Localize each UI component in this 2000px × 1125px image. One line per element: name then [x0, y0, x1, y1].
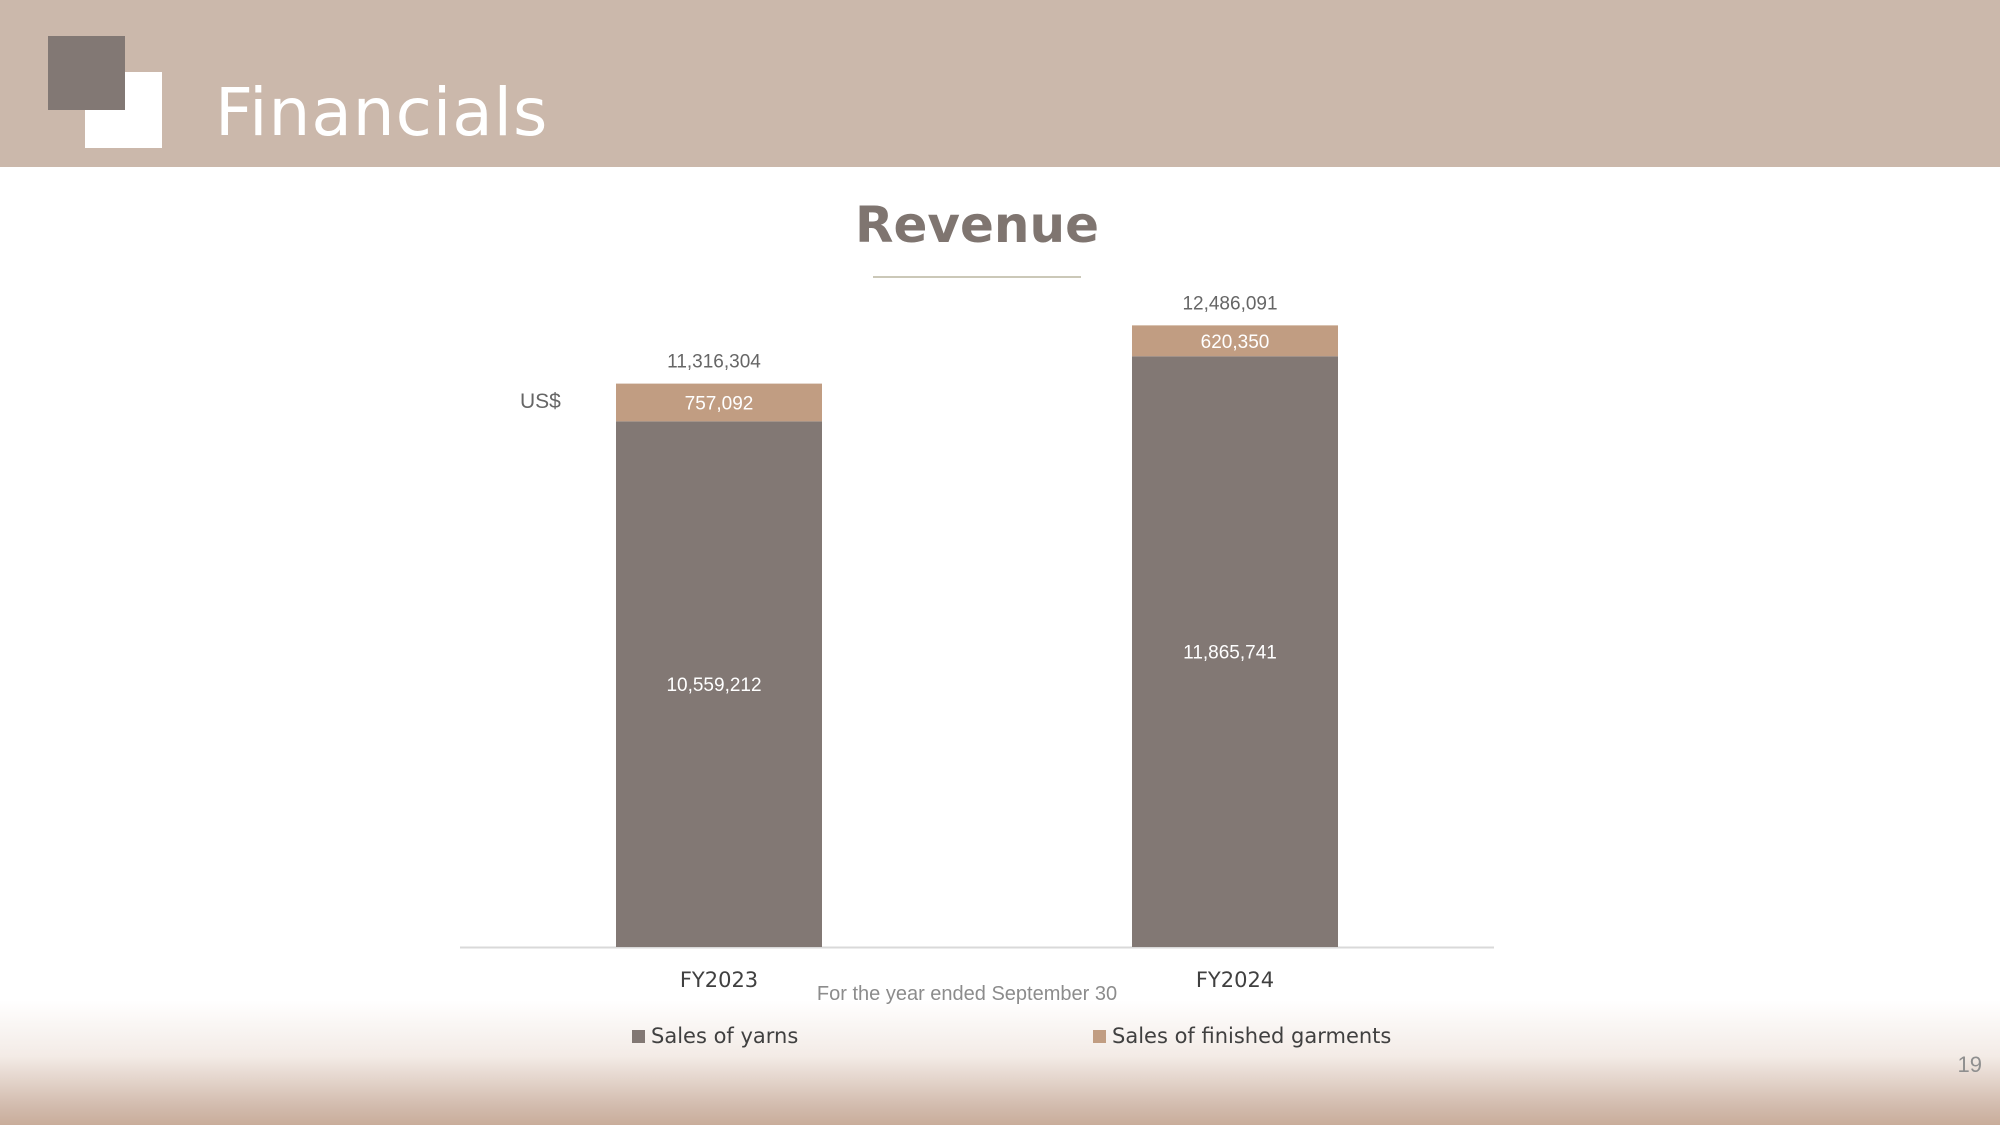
unit-label: US$ — [520, 390, 561, 413]
x-tick-label-fy2023: FY2023 — [680, 968, 758, 992]
bar-fy2023-series-0 — [616, 421, 822, 947]
total-label-fy2024: 12,486,091 — [1182, 293, 1277, 314]
x-tick-label-fy2024: FY2024 — [1196, 968, 1274, 992]
legend-swatch-1 — [1093, 1030, 1106, 1043]
bar-fy2023-series-1 — [616, 383, 822, 422]
data-label-fy2023-series-0: 10,559,212 — [666, 675, 761, 696]
legend: Sales of yarns Sales of finished garments — [632, 1024, 1391, 1048]
total-label-fy2023: 11,316,304 — [667, 352, 761, 373]
data-label-fy2024-series-1: 620,350 — [1201, 332, 1270, 353]
bar-fy2024-series-1 — [1132, 325, 1338, 357]
data-label-fy2024-series-0: 11,865,741 — [1183, 643, 1277, 664]
logo-square-gray — [48, 36, 125, 110]
legend-swatch-0 — [632, 1030, 645, 1043]
legend-label-1: Sales of finished garments — [1112, 1024, 1391, 1048]
legend-label-0: Sales of yarns — [651, 1024, 798, 1048]
footer-gradient — [0, 1000, 2000, 1125]
slide-title: Financials — [215, 74, 549, 151]
page-number: 19 — [1957, 1052, 1982, 1077]
x-axis-label: For the year ended September 30 — [817, 983, 1117, 1005]
data-label-fy2023-series-1: 757,092 — [685, 393, 754, 414]
bars-group: 10,559,212 757,092 11,316,304 FY2023 11,865,… — [616, 293, 1338, 992]
bar-fy2024-series-0 — [1132, 356, 1338, 947]
chart-title: Revenue — [855, 196, 1099, 254]
slide-header: Financials — [0, 0, 2000, 167]
